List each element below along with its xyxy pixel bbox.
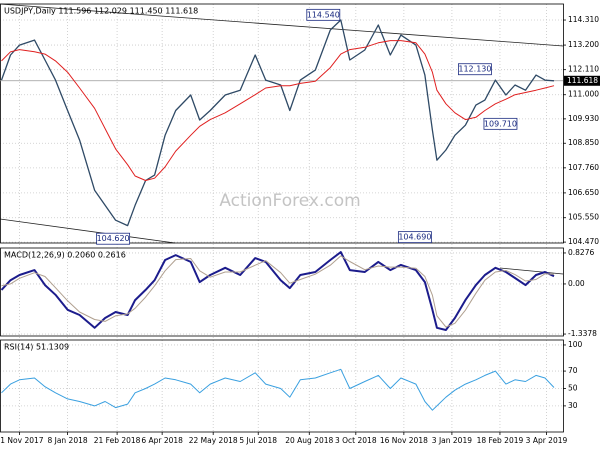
watermark: ActionForex.com (219, 191, 360, 211)
series-line (1, 368, 555, 411)
price-tag (564, 75, 600, 86)
trendlines (0, 3, 564, 275)
annotation-label: 104.620 (97, 234, 130, 243)
y-tick-label: 30 (568, 401, 578, 410)
y-tick-label: 0.00 (568, 279, 585, 288)
series-line (1, 255, 555, 328)
y-tick-label: 70 (568, 366, 578, 375)
x-tick-label: 20 Aug 2018 (285, 436, 333, 445)
y-tick-label: 113.200 (568, 40, 599, 49)
panel-frame (0, 339, 564, 433)
trendline (0, 3, 564, 47)
trendline (499, 267, 564, 275)
annotation-box (483, 117, 518, 130)
x-tick-label: 21 Nov 2017 (0, 436, 44, 445)
x-tick-label: 22 May 2018 (189, 436, 238, 445)
price-tag-label: 111.618 (567, 76, 598, 85)
x-tick-label: 16 Nov 2018 (380, 436, 428, 445)
panel-frame (0, 247, 564, 337)
annotation-box (306, 8, 341, 21)
y-tick-label: 112.110 (568, 65, 599, 74)
y-tick-label: 114.310 (568, 15, 599, 24)
y-tick-label: 104.470 (568, 237, 599, 246)
annotation-box (458, 63, 492, 76)
y-tick-label: 105.550 (568, 213, 599, 222)
panel-frame (0, 3, 564, 244)
x-tick-label: 3 Apr 2019 (526, 436, 568, 445)
y-tick-label: 0.8276 (568, 248, 594, 257)
panel-title: MACD(12,26,9) 0.2060 0.2616 (4, 251, 126, 260)
annotation-box (397, 231, 432, 244)
trendline (0, 218, 176, 244)
y-tick-label: 107.760 (568, 163, 599, 172)
x-tick-label: 3 Jan 2019 (432, 436, 472, 445)
x-tick-label: 18 Feb 2019 (477, 436, 524, 445)
y-tick-label: -1.3378 (568, 329, 597, 338)
panel-title: USDJPY,Daily 111.596 112.029 111.450 111… (4, 7, 198, 16)
annotation-label: 114.540 (307, 10, 340, 19)
series-line (0, 19, 555, 227)
x-tick-label: 5 Jul 2018 (239, 436, 277, 445)
annotation-label: 112.130 (458, 65, 491, 74)
x-tick-label: 8 Jan 2018 (47, 436, 87, 445)
panel-title: RSI(14) 51.1309 (4, 343, 69, 352)
y-tick-label: 106.650 (568, 188, 599, 197)
y-tick-label: 100 (568, 340, 583, 349)
y-tick-label: 108.850 (568, 138, 599, 147)
y-tick-label: 50 (568, 383, 578, 392)
x-tick-label: 21 Feb 2018 (94, 436, 141, 445)
annotation-label: 109.710 (484, 119, 517, 128)
x-tick-label: 6 Apr 2018 (141, 436, 183, 445)
annotation-label: 104.690 (398, 233, 431, 242)
series-line (0, 251, 555, 331)
series-line (1, 40, 555, 181)
x-tick-label: 3 Oct 2018 (335, 436, 377, 445)
y-tick-label: 109.930 (568, 114, 599, 123)
y-tick-label: 111.000 (568, 90, 599, 99)
annotation-box (96, 232, 131, 245)
